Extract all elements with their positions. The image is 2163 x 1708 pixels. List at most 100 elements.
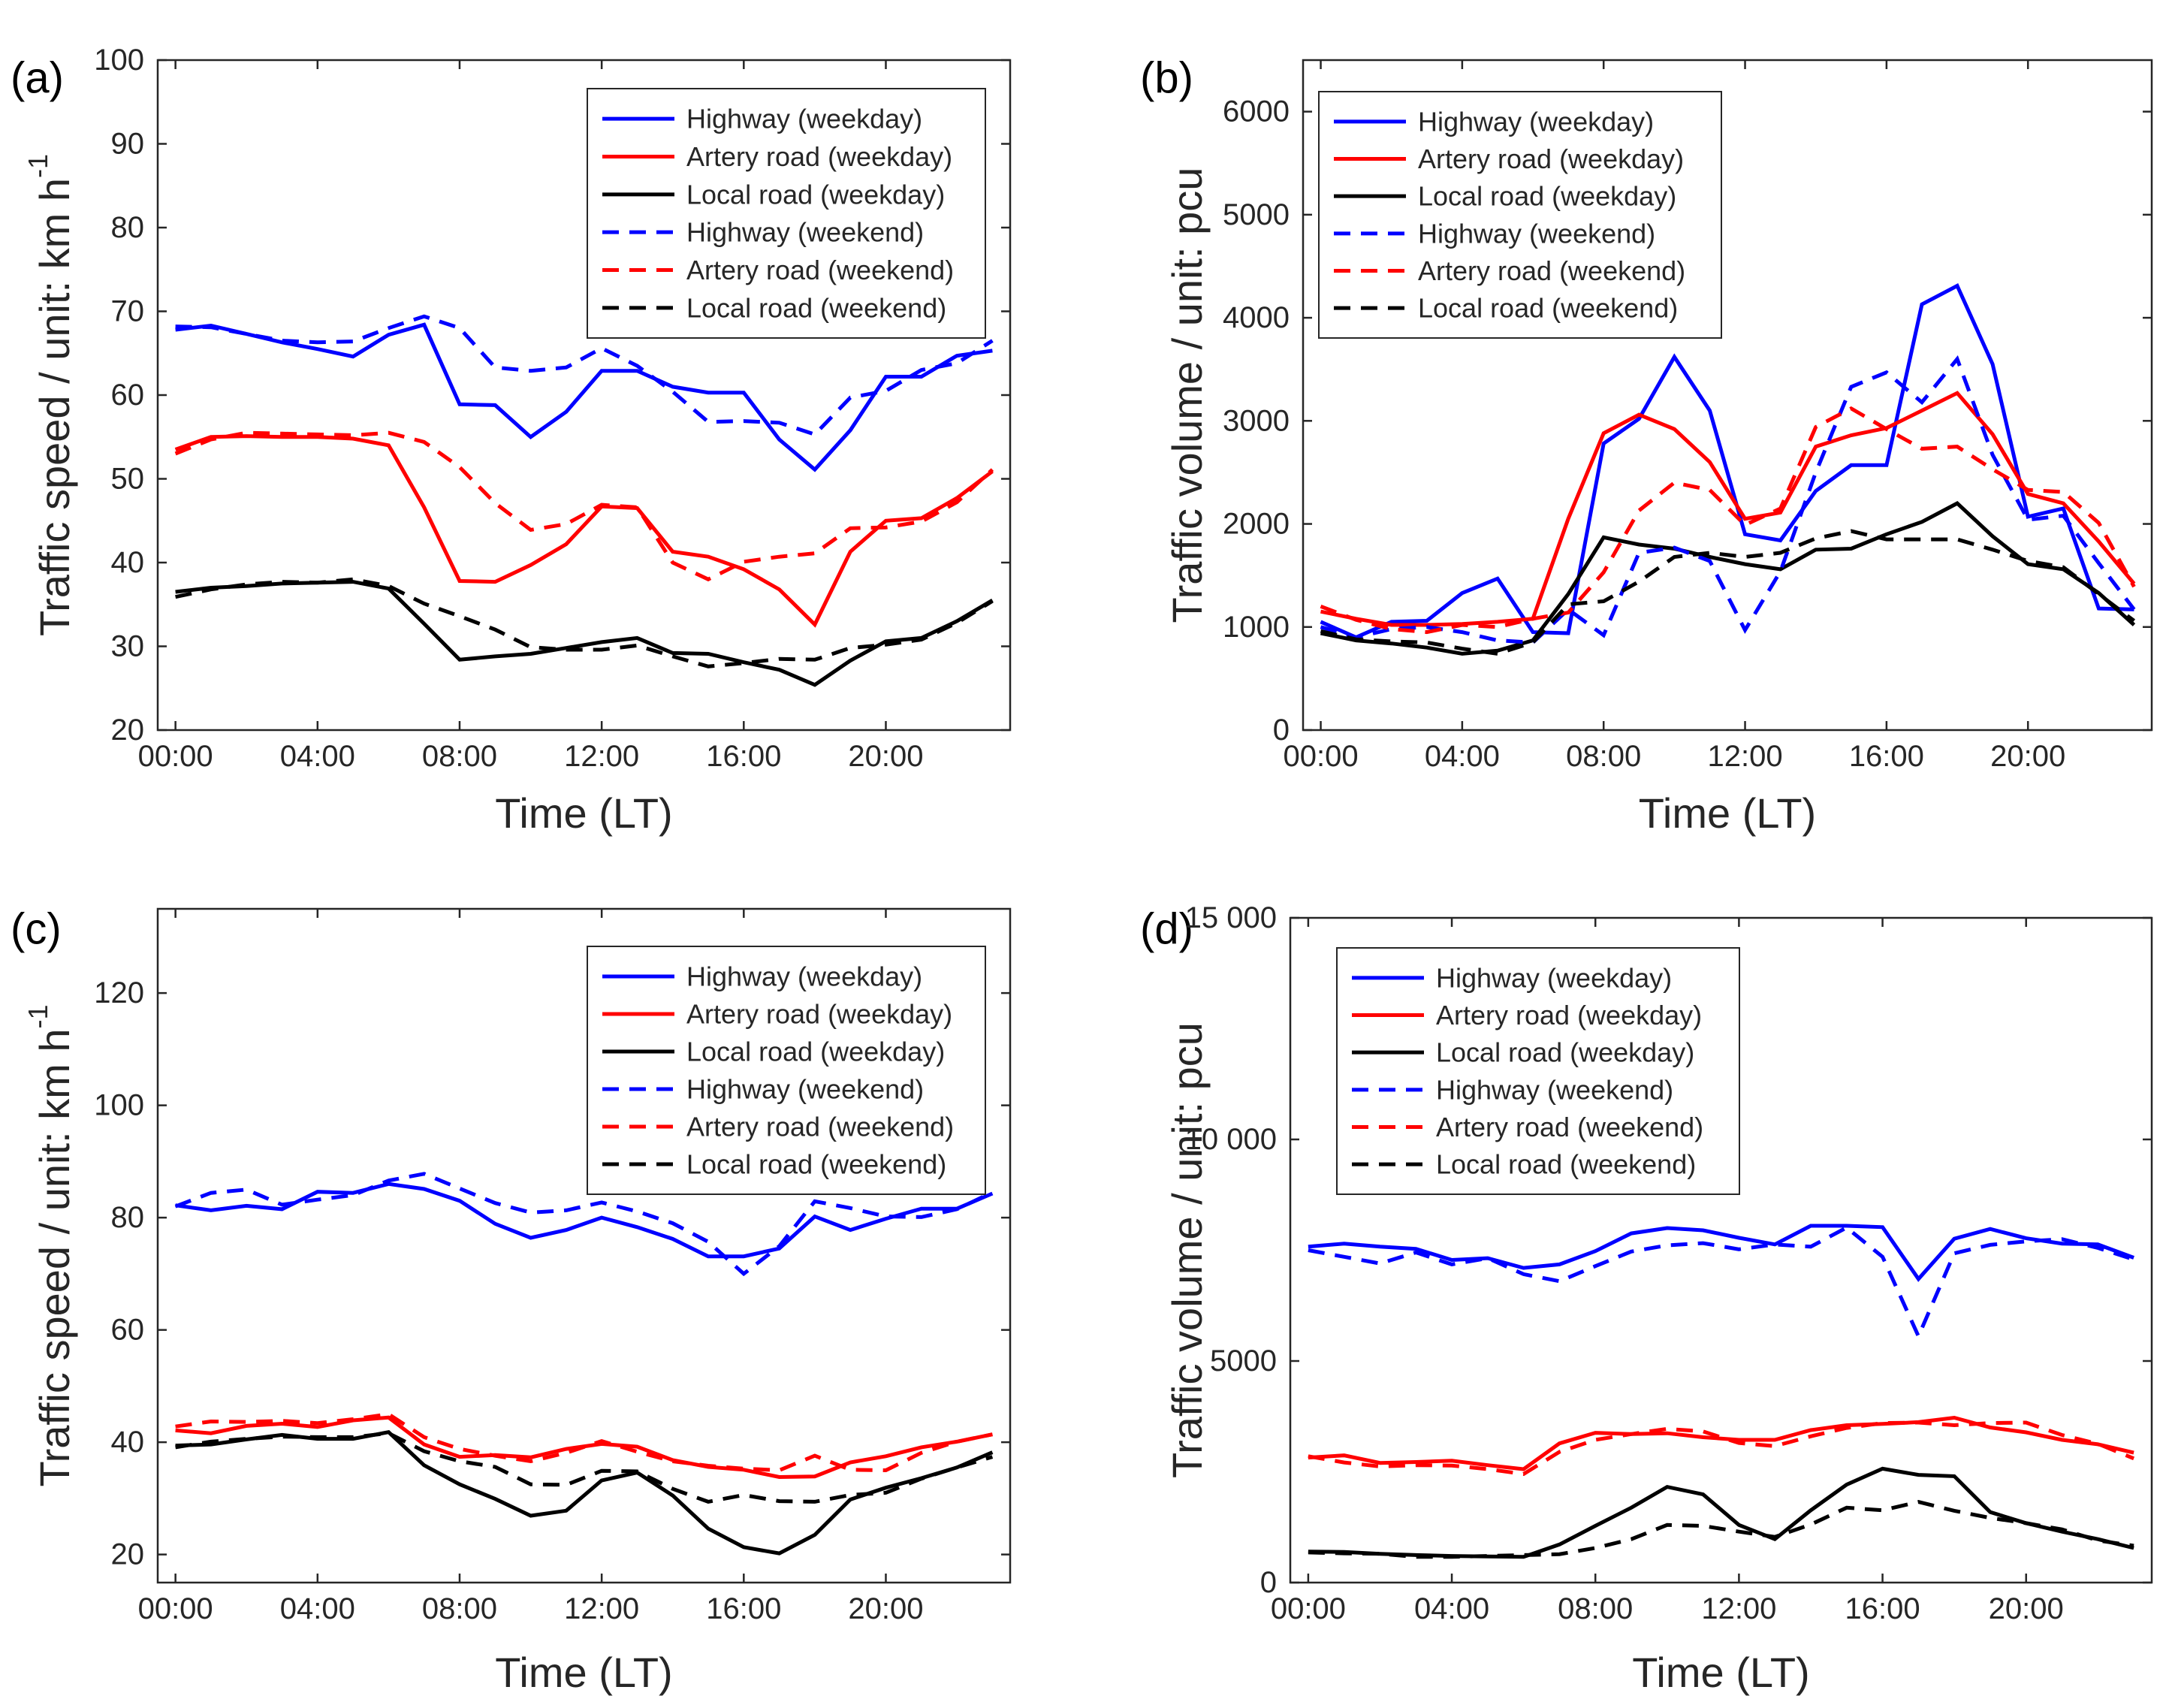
x-axis-title: Time (LT) (495, 789, 672, 837)
legend: Highway (weekday) Artery road (weekday) Lo… (587, 946, 986, 1195)
panel-label: (a) (11, 54, 64, 103)
y-tick-label: 40 (111, 546, 145, 579)
x-tick-label: 16:00 (1849, 740, 1924, 773)
series-line-5 (175, 1431, 994, 1504)
x-tick-label: 16:00 (706, 740, 781, 773)
legend-label: Artery road (weekend) (686, 1112, 954, 1142)
y-tick-label: 100 (94, 1089, 144, 1122)
legend-label: Highway (weekend) (686, 1074, 924, 1105)
legend-label: Artery road (weekday) (686, 999, 952, 1030)
legend-label: Highway (weekday) (1436, 962, 1672, 993)
series-line-4 (1320, 406, 2136, 635)
chart-panel-1: (b) 00:00 04:00 08:00 12:00 16:00 20:00 0 1000 20… (1140, 54, 2153, 837)
y-tick-label: 5000 (1210, 1344, 1277, 1378)
x-tick-label: 00:00 (1283, 740, 1358, 773)
y-tick-label: 5000 (1223, 198, 1290, 231)
series-line-0 (175, 322, 993, 472)
series-line-0 (1320, 283, 2134, 640)
series-line-2 (1320, 501, 2136, 656)
y-tick-label: 80 (111, 211, 145, 244)
legend-label: Highway (weekend) (1436, 1074, 1673, 1105)
series-line-3 (174, 1172, 994, 1277)
legend-label: Local road (weekend) (686, 292, 946, 323)
legend-label: Local road (weekend) (686, 1149, 946, 1180)
legend-label: Highway (weekend) (1418, 218, 1655, 249)
chart-panel-0: (a) 00:00 04:00 08:00 12:00 16:00 20:00 20 30 40 5… (11, 44, 1012, 837)
y-tick-label: 3000 (1223, 404, 1290, 437)
x-tick-label: 20:00 (1989, 1592, 2064, 1625)
legend-label: Artery road (weekend) (686, 255, 954, 285)
x-tick-label: 04:00 (1414, 1592, 1489, 1625)
axes-box (1289, 916, 2153, 1584)
x-tick-label: 08:00 (422, 1592, 497, 1625)
y-tick-label: 60 (111, 379, 145, 412)
legend-label: Local road (weekday) (1418, 181, 1676, 212)
x-tick-label: 12:00 (1707, 740, 1782, 773)
legend-box (587, 88, 986, 339)
legend-box (1336, 947, 1740, 1195)
y-axis-title: Traffic volume / unit: pcu (1163, 1022, 1211, 1478)
y-axis-title-superscript: -1 (23, 1004, 53, 1028)
y-tick-label: 90 (111, 128, 145, 161)
y-tick-label: 4000 (1223, 301, 1290, 334)
legend-box (587, 946, 986, 1195)
legend-label: Highway (weekday) (1418, 106, 1654, 137)
x-tick-label: 04:00 (280, 1592, 355, 1625)
x-tick-label: 12:00 (564, 1592, 639, 1625)
y-tick-label: 40 (111, 1426, 145, 1459)
y-tick-label: 50 (111, 463, 145, 496)
series-line-3 (175, 314, 994, 437)
series-line-5 (175, 577, 994, 668)
axes-box (1302, 59, 2153, 732)
legend-label: Local road (weekday) (686, 179, 945, 210)
x-tick-label: 00:00 (138, 1592, 213, 1625)
legend-label: Local road (weekday) (686, 1037, 945, 1067)
legend-label: Local road (weekend) (1418, 293, 1678, 324)
x-tick-label: 08:00 (1558, 1592, 1633, 1625)
series-line-0 (175, 1181, 994, 1259)
panel-label: (d) (1140, 905, 1193, 954)
y-axis-title: Traffic speed / unit: km h-1 (23, 154, 78, 636)
y-axis-title-text: Traffic volume / unit: pcu (1163, 1022, 1211, 1478)
legend-label: Artery road (weekday) (686, 141, 952, 172)
series-line-5 (1308, 1500, 2134, 1559)
axes-box (156, 907, 1012, 1584)
y-axis-title-text: Traffic volume / unit: pcu (1163, 167, 1211, 623)
series-line-5 (1320, 529, 2136, 656)
y-tick-label: 30 (111, 630, 145, 663)
chart-panel-3: (d) 00:00 04:00 08:00 12:00 16:00 20:00 0 5000 10… (1140, 901, 2153, 1696)
x-tick-label: 16:00 (1845, 1592, 1920, 1625)
x-tick-label: 20:00 (848, 1592, 923, 1625)
series-line-1 (1308, 1415, 2134, 1471)
y-tick-label: 15 000 (1185, 901, 1277, 934)
x-axis-title: Time (LT) (495, 1649, 672, 1696)
x-axis-title: Time (LT) (1632, 1649, 1809, 1696)
y-tick-label: 2000 (1223, 508, 1290, 541)
x-axis-title: Time (LT) (1639, 789, 1816, 837)
y-tick-label: 10 000 (1185, 1123, 1277, 1156)
series-line-1 (1320, 391, 2136, 627)
y-tick-label: 20 (111, 1538, 145, 1571)
chart-panel-2: (c) 00:00 04:00 08:00 12:00 16:00 20:00 20 40 60 8… (11, 905, 1012, 1696)
series-line-2 (1308, 1466, 2134, 1559)
y-tick-label: 70 (111, 295, 145, 328)
legend-label: Highway (weekday) (686, 104, 922, 134)
legend-label: Artery road (weekend) (1418, 255, 1685, 286)
series-line-3 (1308, 1225, 2134, 1341)
legend-label: Artery road (weekend) (1436, 1112, 1703, 1142)
y-axis-title: Traffic volume / unit: pcu (1163, 167, 1211, 623)
x-tick-label: 00:00 (1271, 1592, 1346, 1625)
legend-label: Highway (weekday) (686, 961, 922, 992)
y-tick-label: 20 (111, 714, 145, 747)
legend: Highway (weekday) Artery road (weekday) Lo… (1318, 91, 1722, 339)
y-tick-label: 120 (94, 976, 144, 1009)
x-tick-label: 20:00 (848, 740, 923, 773)
x-tick-label: 20:00 (1990, 740, 2065, 773)
series-line-2 (175, 580, 994, 687)
series-line-4 (1308, 1420, 2135, 1477)
x-tick-label: 12:00 (1701, 1592, 1776, 1625)
series-line-0 (1308, 1224, 2134, 1282)
y-tick-label: 100 (94, 44, 144, 77)
series-line-1 (174, 434, 994, 628)
